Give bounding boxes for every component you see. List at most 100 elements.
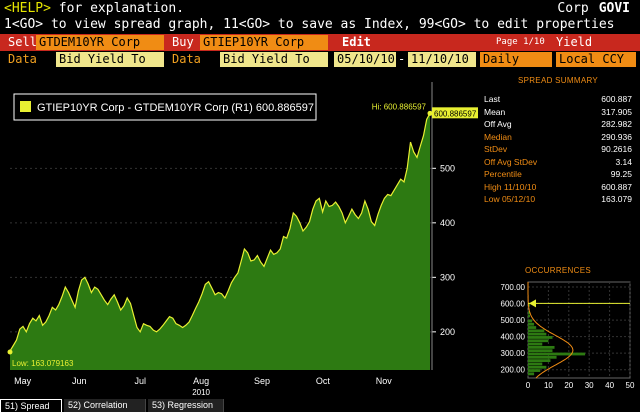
occ-y-tick-label: 200.00 xyxy=(501,366,526,375)
y-tick-label: 500 xyxy=(440,163,455,173)
summary-label: Off Avg StDev xyxy=(484,156,538,167)
tab-regression[interactable]: 53) Regression xyxy=(148,399,224,412)
occ-bar xyxy=(528,342,543,346)
chart-title: Yield Spread xyxy=(552,34,640,66)
date-separator: - xyxy=(398,52,406,66)
occ-bar xyxy=(528,372,535,376)
x-tick-label: Nov xyxy=(376,376,393,386)
instruction-line: 1<GO> to view spread graph, 11<GO> to sa… xyxy=(4,17,615,32)
help-line: <HELP> for explanation. Corp GOVI xyxy=(4,1,636,17)
occ-y-tick-label: 700.00 xyxy=(501,283,526,292)
y-tick-label: 200 xyxy=(440,327,455,337)
spread-chart[interactable]: 200 300 400 500 May Jun Jul Aug Sep Oct Nov 2010 G… xyxy=(4,70,480,398)
occ-x-tick-label: 50 xyxy=(626,381,635,390)
summary-row: Off Avg 282.982 xyxy=(484,119,632,130)
occ-bar xyxy=(528,336,553,339)
occ-bar xyxy=(528,326,537,329)
function-id: Corp GOVI xyxy=(557,1,630,17)
occ-bar xyxy=(528,362,543,366)
summary-row: Mean 317.905 xyxy=(484,107,632,118)
summary-value: 282.982 xyxy=(601,119,632,129)
page-indicator[interactable]: Page 1/10 xyxy=(492,34,552,51)
summary-row: Median 290.936 xyxy=(484,132,632,143)
edit-button[interactable]: Edit xyxy=(334,34,394,51)
data1-field[interactable]: Bid Yield To Mat xyxy=(56,52,164,81)
occ-bar xyxy=(528,339,549,343)
side-panel: SPREAD SUMMARY Last 600.887 Mean 317.905 Off… xyxy=(480,70,636,398)
end-date-field[interactable]: 11/10/10 xyxy=(408,52,476,67)
occ-x-tick-label: 20 xyxy=(564,381,573,390)
summary-value: 90.2616 xyxy=(601,144,632,154)
occ-bar xyxy=(528,365,547,369)
hi-label: Hi: 600.886597 xyxy=(372,102,427,111)
occ-bar xyxy=(528,369,541,372)
tab-correlation[interactable]: 52) Correlation xyxy=(64,399,146,412)
summary-value: 99.25 xyxy=(610,169,632,179)
last-value-badge xyxy=(432,107,480,119)
tab-spread[interactable]: 51) Spread xyxy=(0,399,62,412)
occurrences-title: OCCURRENCES xyxy=(525,266,591,275)
start-date-field[interactable]: 05/10/10 xyxy=(334,52,396,67)
occ-y-tick-label: 300.00 xyxy=(501,349,526,358)
occ-bar xyxy=(528,349,553,353)
occ-y-tick-label: 500.00 xyxy=(501,316,526,325)
occ-x-tick-label: 40 xyxy=(605,381,614,390)
occ-x-tick-label: 10 xyxy=(544,381,553,390)
occ-bar xyxy=(528,329,545,333)
occurrences-chart: 700.00 600.00 500.00 400.00 300.00 200.000 10 2… xyxy=(501,281,635,390)
summary-label: Off Avg xyxy=(484,119,512,129)
y-tick-label: 300 xyxy=(440,272,455,282)
low-label: Low: 163.079163 xyxy=(12,359,74,368)
occ-bar xyxy=(528,311,531,315)
summary-value: 3.14 xyxy=(615,156,632,167)
summary-row: Low 05/12/10 163.079 xyxy=(484,194,632,205)
occ-bar xyxy=(528,314,531,318)
help-key[interactable]: <HELP> xyxy=(4,1,51,16)
occ-bar xyxy=(528,322,535,326)
summary-value: 290.936 xyxy=(601,131,632,142)
summary-label: Mean xyxy=(484,106,506,117)
summary-row: StDev 90.2616 xyxy=(484,144,632,155)
buy-security-field[interactable]: GTIEP10YR Corp xyxy=(200,35,328,50)
summary-label: Low 05/12/10 xyxy=(484,194,536,204)
x-tick-label: May xyxy=(14,376,32,386)
summary-label: High 11/10/10 xyxy=(484,181,537,192)
occ-y-tick-label: 600.00 xyxy=(501,300,526,309)
y-axis: 200 300 400 500 xyxy=(431,82,455,370)
currency-value: Local CCY xyxy=(559,52,625,66)
tab-bar: 51) Spread 52) Correlation 53) Regressio… xyxy=(0,399,640,412)
occ-x-tick-label: 0 xyxy=(526,381,531,390)
x-tick-label: Sep xyxy=(254,376,270,386)
sell-security-field[interactable]: GTDEM10YR Corp xyxy=(36,35,164,50)
occ-bar xyxy=(528,332,547,336)
y-tick-label: 400 xyxy=(440,218,455,228)
occ-x-tick-label: 30 xyxy=(585,381,594,390)
summary-row: Off Avg StDev 3.14 xyxy=(484,157,632,168)
function-code: GOVI xyxy=(598,1,630,16)
spread-chart-svg: 200 300 400 500 May Jun Jul Aug Sep Oct Nov 2010 G… xyxy=(4,70,480,398)
spread-line xyxy=(9,113,431,352)
summary-value: 163.079 xyxy=(601,194,632,204)
summary-label: Percentile xyxy=(484,169,522,179)
help-text: for explanation. xyxy=(50,1,185,16)
data-toolbar: Data Bid Yield To Mat Data Bid Yield To … xyxy=(0,51,640,81)
legend-box xyxy=(13,93,317,121)
low-marker xyxy=(7,349,13,355)
x-tick-label: Oct xyxy=(316,376,331,386)
summary-row: Percentile 99.25 xyxy=(484,169,632,180)
frequency-select[interactable]: Daily xyxy=(480,52,552,67)
occ-y-tick-label: 400.00 xyxy=(501,333,526,342)
occ-bar xyxy=(528,359,551,363)
summary-value: 600.887 xyxy=(601,94,632,104)
security-toolbar: Sell GTDEM10YR Corp Buy GTIEP10YR Corp E… xyxy=(0,34,640,66)
x-tick-label: Jun xyxy=(72,376,87,386)
data2-field[interactable]: Bid Yield To Mat xyxy=(220,52,328,81)
summary-value: 600.887 xyxy=(601,181,632,192)
legend-label: GTIEP10YR Corp - GTDEM10YR Corp (R1) 600… xyxy=(37,102,314,114)
legend-swatch xyxy=(20,101,31,112)
occ-normal-curve xyxy=(527,282,574,379)
currency-select[interactable]: Local CCY xyxy=(556,52,636,67)
occ-bar xyxy=(528,355,557,359)
last-value-label: 600.886597 xyxy=(434,109,477,118)
summary-value: 317.905 xyxy=(601,106,632,117)
